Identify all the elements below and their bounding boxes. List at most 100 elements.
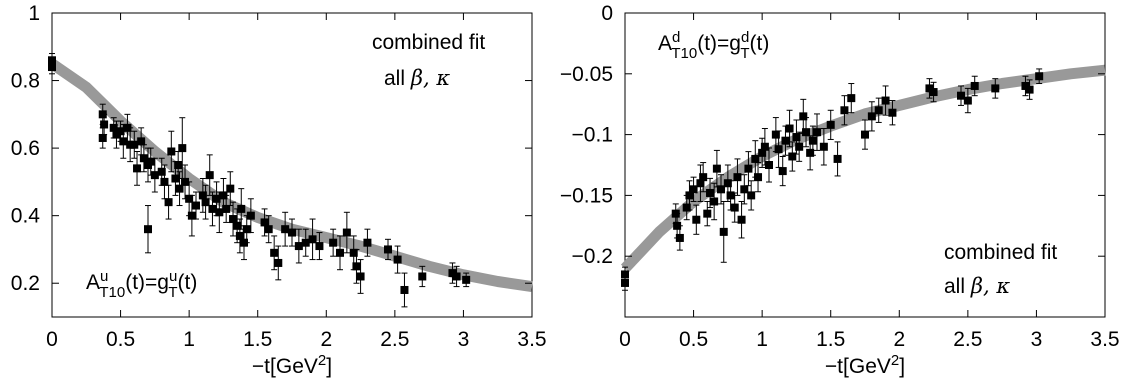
right-chart-x-axis-label: −t[GeV2]: [825, 352, 905, 378]
right-chart-data-point: [929, 88, 938, 97]
right-chart-data-point: [826, 120, 835, 129]
left-chart-ticks-group: 0 0.5 1 1.5 2 2.5 3 3.5 0.2 0.4 0.6 0.8 1: [11, 2, 547, 351]
right-chart-data-point: [840, 106, 849, 115]
left-chart-data-point: [336, 248, 344, 257]
right-chart-x-tick-label: 2: [893, 328, 905, 351]
right-chart-x-tick-label: 0.5: [679, 328, 708, 351]
left-chart-data-point: [98, 133, 107, 142]
left-chart-data-point: [157, 167, 166, 176]
right-chart-data-point: [867, 112, 876, 121]
left-chart-data-point: [160, 177, 169, 186]
right-chart-data-point: [758, 148, 767, 157]
left-chart-data-point: [393, 255, 402, 264]
right-chart-data-point: [833, 154, 842, 163]
left-chart-fit-band-group: [48, 59, 533, 293]
left-chart-data-point: [130, 140, 139, 149]
right-chart-data-point: [802, 128, 811, 137]
left-chart-x-tick-label: 1: [183, 328, 195, 351]
right-chart-data-point: [963, 96, 972, 105]
left-chart-data-point: [452, 272, 461, 281]
right-chart-data-point: [781, 136, 790, 145]
left-chart-data-point: [146, 157, 155, 166]
left-chart-x-tick-label: 1.5: [243, 328, 272, 351]
left-chart-data-point: [116, 127, 125, 136]
left-chart-data-point: [308, 235, 317, 244]
left-chart-data-point: [288, 228, 296, 237]
right-chart-data-point: [792, 133, 801, 142]
right-chart-data-point: [751, 154, 760, 163]
left-chart-data-point: [133, 164, 142, 173]
right-chart-x-tick-label: 1: [756, 328, 768, 351]
right-chart-data-point: [675, 233, 684, 242]
left-chart-data-point: [315, 242, 324, 251]
left-chart-x-tick-label: 0.5: [106, 328, 135, 351]
left-chart-plot-frame: [51, 12, 533, 318]
right-chart-data-point: [957, 91, 965, 100]
left-chart-data-point: [174, 161, 183, 169]
right-chart-data-point: [774, 145, 783, 154]
left-chart-data-point: [201, 198, 210, 207]
left-chart-x-tick-label: 2: [320, 328, 332, 351]
right-chart-data-point: [717, 185, 725, 194]
left-chart-data-point: [329, 238, 338, 247]
right-chart-data-point: [730, 203, 739, 212]
right-chart-data-point: [726, 191, 735, 200]
left-chart-x-axis-label: −t[GeV2]: [252, 352, 332, 378]
left-chart-x-tick-label: 3.5: [517, 328, 546, 351]
right-chart-data-point: [808, 136, 817, 145]
right-chart-data-point: [685, 191, 694, 200]
left-chart-data-point: [178, 144, 187, 153]
left-chart-data-point: [352, 262, 361, 271]
left-chart-data-point: [208, 204, 217, 213]
right-chart-data-point: [1035, 72, 1044, 81]
left-chart-data-point: [167, 147, 176, 156]
left-chart-data-point: [137, 137, 146, 146]
left-chart-data-point: [187, 211, 196, 220]
right-chart-data-point: [1021, 81, 1030, 90]
right-chart-data-point: [799, 112, 808, 121]
right-chart-data-point: [795, 142, 804, 151]
left-chart-data-point: [185, 194, 194, 203]
right-chart-y-tick-label: −0.15: [560, 184, 613, 207]
right-chart-data-point: [778, 167, 787, 176]
left-chart-data-point: [126, 140, 135, 149]
right-chart-data-point: [754, 173, 763, 182]
left-chart-data-point: [349, 248, 358, 257]
right-chart-data-point: [696, 179, 705, 188]
left-chart-annotation-all-beta-kappa: all β, κ: [384, 66, 450, 90]
left-chart-data-point: [109, 123, 118, 132]
right-chart-data-point: [689, 185, 698, 194]
left-chart-fit-band: [48, 59, 533, 293]
right-chart-data-point: [819, 142, 828, 151]
right-chart-data-point: [760, 142, 769, 151]
left-chart-data-point: [175, 184, 184, 193]
left-chart-data-point: [281, 225, 290, 234]
right-chart-y-tick-label: −0.2: [572, 245, 613, 268]
left-chart-y-tick-label: 0.2: [11, 272, 40, 295]
left-chart-data-point: [112, 130, 121, 139]
right-chart-data-point: [710, 197, 719, 206]
right-chart-data-point: [925, 84, 934, 93]
left-chart-data-point: [270, 248, 279, 257]
right-chart-data-point: [737, 215, 746, 224]
left-chart-data-point: [246, 211, 255, 220]
right-chart-data-point: [621, 278, 629, 287]
left-chart-data-point: [212, 194, 221, 203]
right-chart-fit-band-group: [620, 64, 1106, 273]
right-chart-x-tick-label: 2.5: [953, 328, 982, 351]
left-chart-data-point: [242, 225, 251, 234]
right-chart-y-tick-label: −0.05: [560, 63, 613, 86]
left-chart-data-point: [205, 171, 214, 180]
left-chart-data-point: [150, 171, 159, 180]
left-chart-data-point: [301, 238, 310, 247]
right-chart-data-point: [771, 130, 780, 139]
right-chart-data-point: [1025, 85, 1034, 94]
left-chart-x-tick-label: 2.5: [380, 328, 409, 351]
right-chart-data-points-group: [621, 68, 1044, 291]
left-chart-data-point: [342, 228, 351, 237]
left-chart-data-point: [222, 204, 231, 213]
left-chart-x-tick-label: 0: [46, 328, 58, 351]
left-chart-data-point: [235, 231, 244, 240]
left-chart-data-point: [181, 177, 190, 186]
